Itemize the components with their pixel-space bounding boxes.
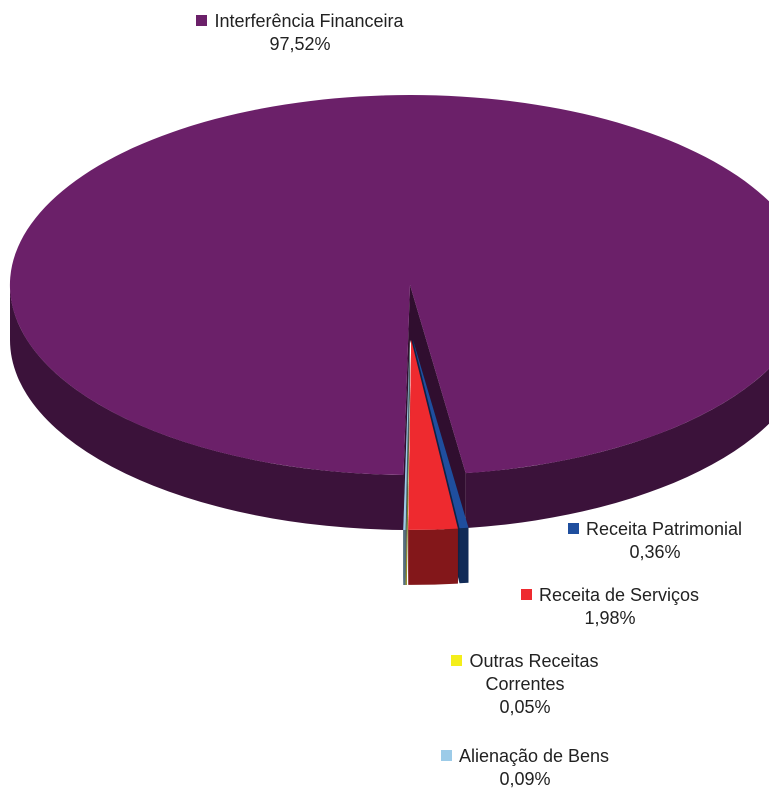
legend-swatch (451, 655, 463, 666)
pie-slice (403, 340, 410, 530)
legend-swatch (520, 589, 532, 600)
slice-side (403, 529, 406, 585)
legend-swatch (196, 15, 208, 26)
category-name: Alienação de Bens (458, 746, 610, 766)
slice-label: Receita Patrimonial 0,36% (535, 518, 769, 564)
slice-cut-face (403, 285, 410, 530)
slice-label: Alienação de Bens 0,09% (405, 745, 645, 791)
value-label: 0,36% (629, 542, 681, 562)
slice-side (459, 527, 469, 584)
pie-slice (412, 339, 469, 529)
slice-label: Receita de Serviços 1,98% (490, 584, 730, 630)
pie-slice (9, 95, 769, 475)
slice-label: Outras Receitas Correntes 0,05% (440, 650, 610, 719)
slice-side (9, 285, 404, 530)
value-label: 0,05% (499, 697, 551, 717)
value-label: 0,09% (499, 769, 551, 789)
slice-side (465, 368, 769, 529)
slice-label: Interferência Financeira 97,52% (170, 10, 430, 56)
category-name: Outras Receitas Correntes (469, 651, 599, 694)
slice-side (408, 528, 458, 585)
category-name: Receita de Serviços (538, 585, 700, 605)
pie-slice (408, 339, 458, 530)
value-label: 1,98% (584, 608, 636, 628)
legend-swatch (567, 523, 579, 534)
legend-swatch (440, 750, 452, 761)
slice-cut-face (410, 285, 466, 529)
value-label: 97,52% (269, 34, 331, 54)
category-name: Interferência Financeira (214, 11, 404, 31)
category-name: Receita Patrimonial (585, 519, 743, 539)
